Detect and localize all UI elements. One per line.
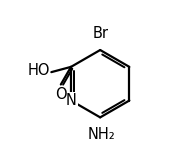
Text: NH₂: NH₂ [88, 127, 116, 142]
Text: N: N [66, 93, 76, 108]
Text: HO: HO [27, 63, 50, 78]
Text: O: O [55, 87, 67, 102]
Text: Br: Br [92, 26, 108, 41]
